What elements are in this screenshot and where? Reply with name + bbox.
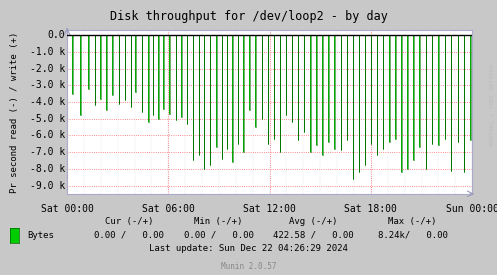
Text: Avg (-/+): Avg (-/+) — [289, 217, 337, 226]
Text: Bytes: Bytes — [27, 231, 54, 240]
Text: Sat 18:00: Sat 18:00 — [344, 204, 397, 214]
Text: Cur (-/+): Cur (-/+) — [105, 217, 154, 226]
Text: -6.0 k: -6.0 k — [30, 130, 65, 141]
Text: Sat 12:00: Sat 12:00 — [243, 204, 296, 214]
Text: Munin 2.0.57: Munin 2.0.57 — [221, 262, 276, 271]
Text: -9.0 k: -9.0 k — [30, 180, 65, 191]
Text: -7.0 k: -7.0 k — [30, 147, 65, 157]
Text: Pr second read (-) / write (+): Pr second read (-) / write (+) — [10, 31, 19, 193]
Text: -1.0 k: -1.0 k — [30, 47, 65, 57]
Text: 0.0: 0.0 — [47, 30, 65, 40]
Text: Sat 00:00: Sat 00:00 — [41, 204, 93, 214]
Text: Last update: Sun Dec 22 04:26:29 2024: Last update: Sun Dec 22 04:26:29 2024 — [149, 244, 348, 253]
Text: 8.24k/   0.00: 8.24k/ 0.00 — [378, 231, 447, 240]
Text: -4.0 k: -4.0 k — [30, 97, 65, 107]
Text: -2.0 k: -2.0 k — [30, 64, 65, 74]
Text: 0.00 /   0.00: 0.00 / 0.00 — [184, 231, 253, 240]
Text: -5.0 k: -5.0 k — [30, 114, 65, 124]
Text: -8.0 k: -8.0 k — [30, 164, 65, 174]
Text: Sat 06:00: Sat 06:00 — [142, 204, 195, 214]
Text: Disk throughput for /dev/loop2 - by day: Disk throughput for /dev/loop2 - by day — [109, 10, 388, 23]
Text: Sun 00:00: Sun 00:00 — [446, 204, 497, 214]
Text: Max (-/+): Max (-/+) — [388, 217, 437, 226]
Text: 0.00 /   0.00: 0.00 / 0.00 — [94, 231, 164, 240]
Text: Min (-/+): Min (-/+) — [194, 217, 243, 226]
Text: -3.0 k: -3.0 k — [30, 80, 65, 90]
Text: 422.58 /   0.00: 422.58 / 0.00 — [273, 231, 353, 240]
Text: RRDTOOL / TOBI OETIKER: RRDTOOL / TOBI OETIKER — [490, 63, 495, 146]
